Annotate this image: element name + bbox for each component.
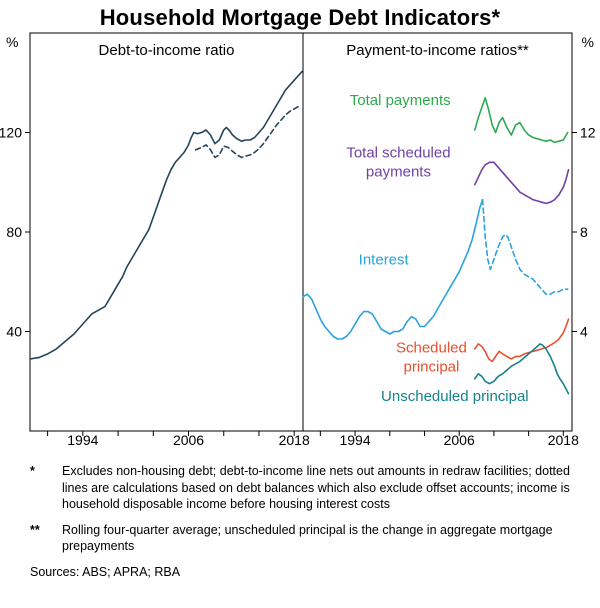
footnotes: * Excludes non-housing debt; debt-to-inc… [0, 455, 600, 580]
svg-text:%: % [6, 34, 18, 50]
footnote-1-marker: * [30, 464, 35, 478]
svg-text:Debt-to-income ratio: Debt-to-income ratio [99, 42, 235, 59]
svg-text:Total scheduled: Total scheduled [346, 144, 450, 161]
footnote-2-text: Rolling four-quarter average; unschedule… [62, 522, 553, 554]
svg-text:2018: 2018 [279, 432, 310, 448]
svg-text:2006: 2006 [444, 432, 475, 448]
svg-text:payments: payments [366, 163, 431, 180]
mortgage-debt-chart: % % 40 80 120 1994 2006 2018 Debt-to-income rati… [0, 32, 596, 448]
footnote-1-text: Excludes non-housing debt; debt-to-incom… [62, 464, 570, 511]
svg-text:2018: 2018 [548, 432, 579, 448]
svg-text:8: 8 [580, 224, 588, 240]
svg-text:1994: 1994 [339, 432, 370, 448]
svg-text:1994: 1994 [67, 432, 98, 448]
svg-text:4: 4 [580, 324, 588, 340]
footnote-2: ** Rolling four-quarter average; unsched… [30, 522, 584, 555]
footnote-1: * Excludes non-housing debt; debt-to-inc… [30, 463, 584, 513]
page-title: Household Mortgage Debt Indicators* [99, 5, 501, 30]
svg-text:80: 80 [6, 224, 22, 240]
svg-text:%: % [582, 34, 594, 50]
svg-text:Total payments: Total payments [350, 92, 451, 109]
sources-line: Sources: ABS; APRA; RBA [30, 564, 181, 579]
svg-text:120: 120 [0, 125, 22, 141]
svg-text:Unscheduled principal: Unscheduled principal [381, 388, 529, 405]
svg-text:Payment-to-income ratios**: Payment-to-income ratios** [346, 42, 529, 59]
svg-text:Interest: Interest [359, 251, 410, 268]
svg-text:12: 12 [580, 125, 596, 141]
svg-text:principal: principal [403, 359, 459, 376]
svg-text:Scheduled: Scheduled [396, 340, 467, 357]
svg-text:2006: 2006 [173, 432, 204, 448]
svg-text:40: 40 [6, 324, 22, 340]
footnote-2-marker: ** [30, 522, 40, 537]
